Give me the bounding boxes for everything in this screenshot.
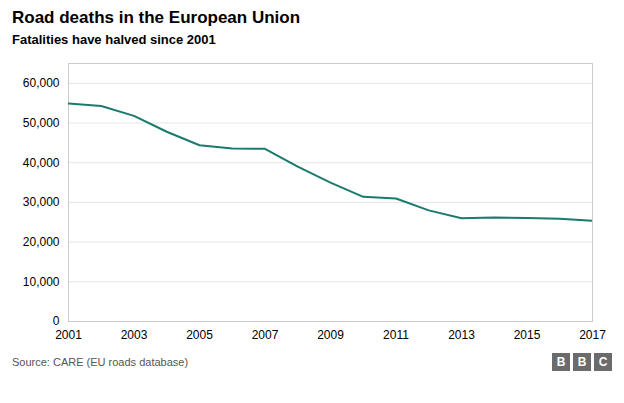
svg-text:50,000: 50,000 [23,116,60,130]
svg-text:60,000: 60,000 [23,76,60,90]
svg-text:40,000: 40,000 [23,156,60,170]
svg-text:2017: 2017 [579,328,606,342]
html-text:Source: CARE (EU roads databas: Source: CARE (EU roads database) [12,356,189,368]
svg-text:10,000: 10,000 [23,275,60,289]
svg-text:2013: 2013 [448,328,475,342]
html-text:B: B [577,355,587,369]
html-text:Fatalities have halved since 2: Fatalities have halved since 2001 [12,32,216,47]
svg-text:2001: 2001 [55,328,82,342]
svg-text:20,000: 20,000 [23,235,60,249]
html-text:B: B [556,355,566,369]
html-text:C: C [598,355,608,369]
svg-text:0: 0 [53,314,60,328]
svg-text:2007: 2007 [252,328,279,342]
svg-text:2005: 2005 [186,328,213,342]
svg-text:30,000: 30,000 [23,195,60,209]
svg-text:2003: 2003 [121,328,148,342]
svg-text:2015: 2015 [514,328,541,342]
svg-text:2011: 2011 [383,328,409,342]
svg-text:2009: 2009 [317,328,344,342]
html-text:Road deaths in the European Un: Road deaths in the European Union [12,8,301,27]
